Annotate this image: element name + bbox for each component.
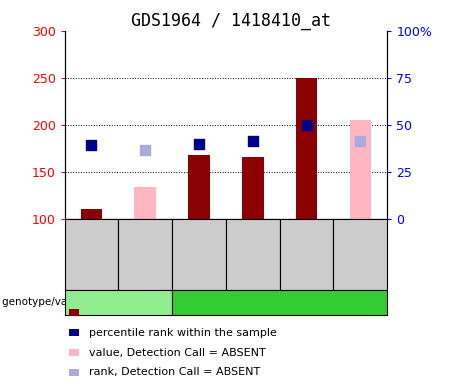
Point <box>303 122 310 128</box>
Point <box>195 141 203 147</box>
Bar <box>296 78 317 219</box>
Text: value, Detection Call = ABSENT: value, Detection Call = ABSENT <box>89 348 265 358</box>
Point <box>357 138 364 144</box>
Bar <box>81 210 102 219</box>
Text: GSM101415: GSM101415 <box>355 225 366 284</box>
Text: GSM101413: GSM101413 <box>248 225 258 284</box>
Bar <box>349 120 371 219</box>
Bar <box>242 157 264 219</box>
Text: wild type: wild type <box>93 297 144 308</box>
Point <box>249 138 256 144</box>
Text: melanotransferrin knockout: melanotransferrin knockout <box>202 297 357 308</box>
Text: GSM101412: GSM101412 <box>194 225 204 284</box>
Text: GSM101416: GSM101416 <box>86 225 96 284</box>
Text: GSM101414: GSM101414 <box>301 225 312 284</box>
Bar <box>135 187 156 219</box>
Point <box>142 147 149 153</box>
Bar <box>188 155 210 219</box>
Text: rank, Detection Call = ABSENT: rank, Detection Call = ABSENT <box>89 367 260 377</box>
Text: GSM101417: GSM101417 <box>140 225 150 284</box>
Text: GDS1964 / 1418410_at: GDS1964 / 1418410_at <box>130 12 331 30</box>
Text: count: count <box>89 308 120 318</box>
Point <box>88 142 95 149</box>
Text: percentile rank within the sample: percentile rank within the sample <box>89 328 277 338</box>
Text: genotype/variation ▶: genotype/variation ▶ <box>2 297 112 308</box>
